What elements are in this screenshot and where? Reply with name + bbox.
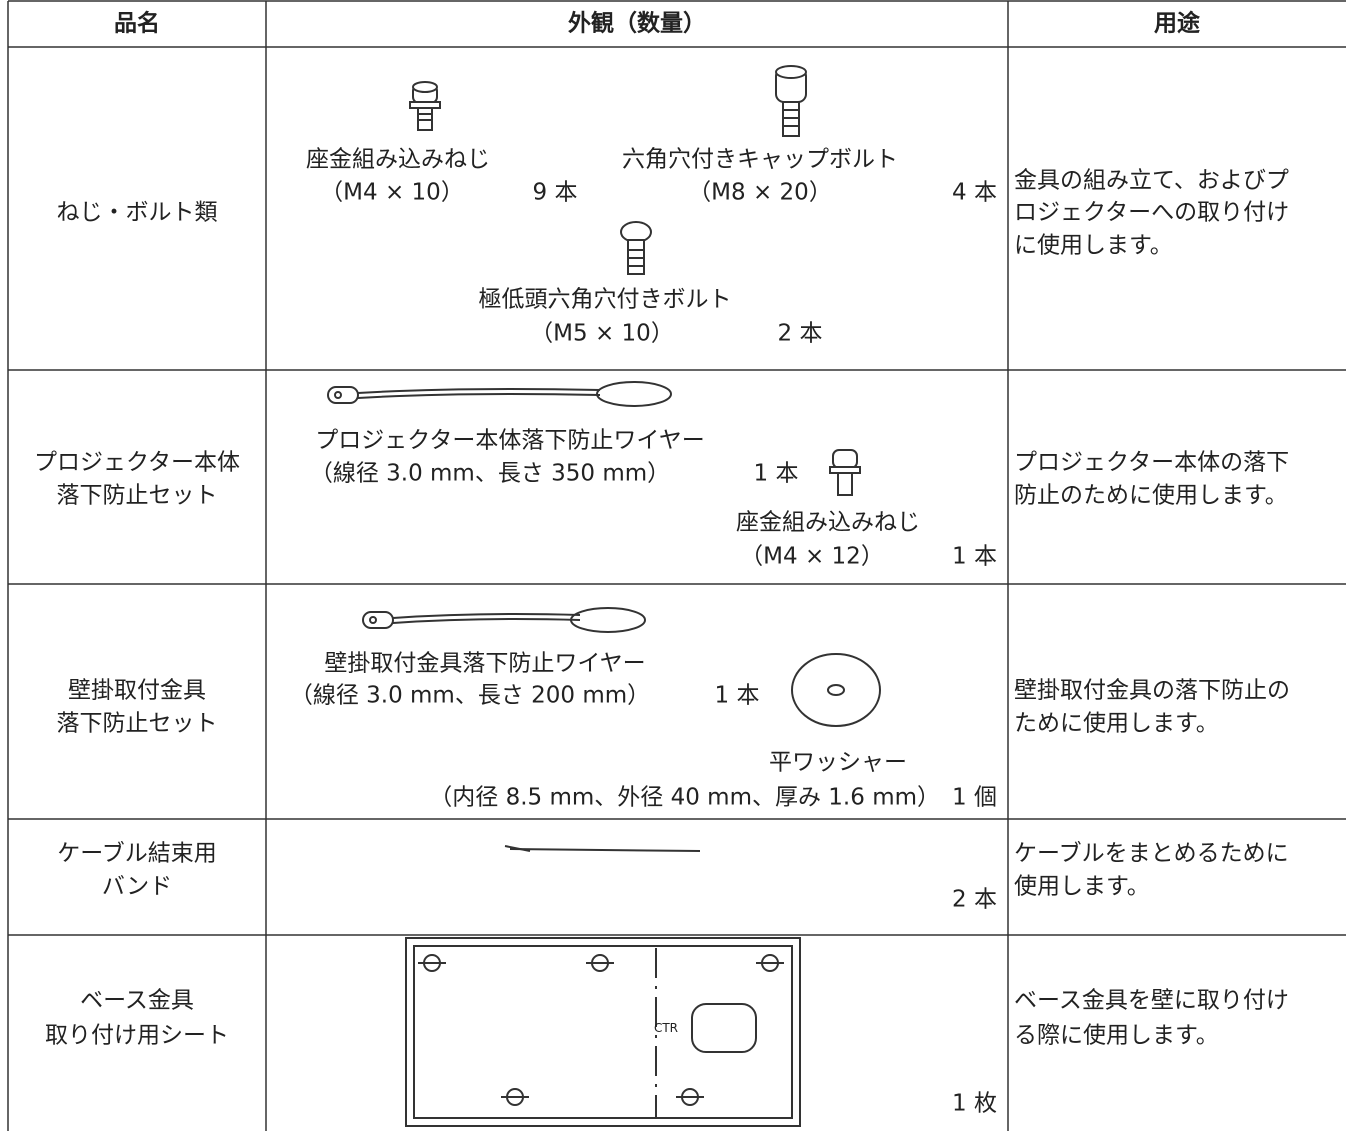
part-qty: 1 本 xyxy=(753,460,799,487)
usage: る際に使用します。 xyxy=(1014,1022,1219,1049)
item-category: ケーブル結束用 xyxy=(57,840,217,867)
part-spec: （線径 3.0 mm、長さ 350 mm） xyxy=(309,460,671,487)
part-spec: （M8 × 20） xyxy=(688,179,832,206)
usage: ケーブルをまとめるために xyxy=(1014,840,1289,867)
header-cell: 品名 xyxy=(114,10,160,37)
usage: に使用します。 xyxy=(1014,232,1173,259)
item-category: 落下防止セット xyxy=(56,482,218,509)
band-icon xyxy=(504,845,701,852)
part-qty: 2 本 xyxy=(777,320,823,347)
usage: ベース金具を壁に取り付け xyxy=(1014,987,1289,1014)
item-category: 取り付け用シート xyxy=(45,1022,229,1049)
usage: ロジェクターへの取り付け xyxy=(1014,199,1290,226)
wire-icon xyxy=(362,607,646,633)
usage: ために使用します。 xyxy=(1014,710,1219,737)
part-qty: 4 本 xyxy=(952,179,997,206)
part-name: 座金組み込みねじ xyxy=(306,146,490,173)
low-head-bolt-icon xyxy=(620,221,652,275)
part-name: プロジェクター本体落下防止ワイヤー xyxy=(315,427,705,454)
part-name: 六角穴付きキャップボルト xyxy=(622,146,898,173)
bolt-icon xyxy=(775,65,807,137)
usage: 金具の組み立て、およびプ xyxy=(1014,167,1289,194)
screw-icon xyxy=(829,449,861,496)
part-qty: 1 本 xyxy=(952,543,997,570)
part-name: 平ワッシャー xyxy=(769,749,907,776)
washer-icon xyxy=(791,653,881,727)
usage: 壁掛取付金具の落下防止の xyxy=(1014,677,1290,704)
part-spec: （M5 × 10） xyxy=(530,320,674,347)
part-qty: 1 枚 xyxy=(952,1090,997,1117)
header-cell: 用途 xyxy=(1154,10,1200,37)
item-category: 壁掛取付金具 xyxy=(68,677,206,704)
header-cell: 外観（数量） xyxy=(568,10,706,37)
part-qty: 9 本 xyxy=(532,179,578,206)
sheet-label: CTR xyxy=(653,1021,679,1035)
sheet-icon xyxy=(405,937,801,1127)
part-spec: （M4 × 10） xyxy=(320,179,464,206)
item-category: ベース金具 xyxy=(80,987,194,1014)
part-qty: 1 個 xyxy=(952,784,997,811)
part-spec: （内径 8.5 mm、外径 40 mm、厚み 1.6 mm） xyxy=(429,784,940,811)
item-category: ねじ・ボルト類 xyxy=(56,199,218,226)
wire-icon xyxy=(327,381,672,407)
screw-icon xyxy=(409,81,441,131)
part-spec: （線径 3.0 mm、長さ 200 mm） xyxy=(289,682,651,709)
part-name: 座金組み込みねじ xyxy=(736,509,920,536)
usage: 防止のために使用します。 xyxy=(1014,482,1288,509)
item-category: バンド xyxy=(101,873,173,900)
part-spec: （M4 × 12） xyxy=(740,543,884,570)
item-category: 落下防止セット xyxy=(56,710,218,737)
usage: プロジェクター本体の落下 xyxy=(1014,449,1290,476)
part-qty: 1 本 xyxy=(714,682,760,709)
part-name: 極低頭六角穴付きボルト xyxy=(478,286,732,313)
part-qty: 2 本 xyxy=(952,886,997,913)
part-name: 壁掛取付金具落下防止ワイヤー xyxy=(324,650,646,677)
usage: 使用します。 xyxy=(1014,873,1150,900)
item-category: プロジェクター本体 xyxy=(33,449,241,476)
